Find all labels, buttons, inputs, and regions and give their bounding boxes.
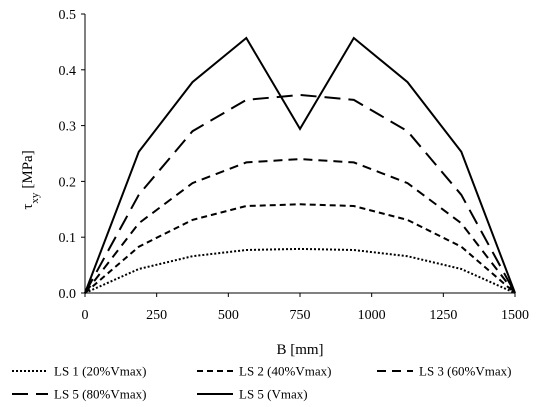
legend-item-2: LS 2 (40%Vmax)	[197, 364, 331, 379]
legend-label: LS 1 (20%Vmax)	[54, 364, 146, 379]
x-tick-label: 250	[146, 308, 167, 323]
x-tick-label: 1250	[429, 308, 457, 323]
y-tick-label: 0.0	[59, 287, 77, 302]
y-tick-label: 0.2	[59, 175, 77, 190]
y-tick-label: 0.4	[59, 64, 77, 79]
legend-label: LS 2 (40%Vmax)	[239, 364, 331, 379]
legend-label: LS 3 (60%Vmax)	[419, 364, 511, 379]
legend-label: LS 5 (Vmax)	[239, 387, 308, 402]
legend-item-4: LS 5 (80%Vmax)	[12, 387, 146, 402]
series-line-2	[84, 203, 516, 294]
series-layer	[84, 36, 516, 294]
series-line-3	[84, 158, 516, 294]
y-tick-label: 0.5	[59, 8, 77, 23]
x-axis-title: B [mm]	[276, 342, 323, 358]
y-axis-title-subscript: xy	[29, 192, 41, 204]
y-tick-label: 0.1	[59, 231, 77, 246]
legend-item-3: LS 3 (60%Vmax)	[377, 364, 511, 379]
y-axis-title-symbol: τ	[20, 204, 36, 210]
y-axis-title-unit: [MPa]	[20, 150, 36, 188]
series-line-1	[84, 247, 516, 294]
x-tick-label: 500	[218, 308, 239, 323]
series-line-5	[84, 36, 516, 294]
y-axis-title: τxy [MPa]	[20, 150, 41, 209]
x-tick-label: 1000	[358, 308, 386, 323]
legend-label: LS 5 (80%Vmax)	[54, 387, 146, 402]
axes	[84, 14, 515, 294]
tick-labels: 0.0 0.1 0.2 0.3 0.4 0.5 0 250 500 750 1000 1250 1500	[59, 8, 530, 323]
x-tick-label: 1500	[501, 308, 529, 323]
x-tick-label: 0	[82, 308, 89, 323]
y-tick-label: 0.3	[59, 120, 77, 135]
x-tick-label: 750	[290, 308, 311, 323]
legend: LS 1 (20%Vmax) LS 2 (40%Vmax) LS 3 (60%Vma…	[12, 364, 511, 402]
legend-item-1: LS 1 (20%Vmax)	[12, 364, 146, 379]
series-line-4	[84, 93, 516, 294]
legend-item-5: LS 5 (Vmax)	[197, 387, 308, 402]
